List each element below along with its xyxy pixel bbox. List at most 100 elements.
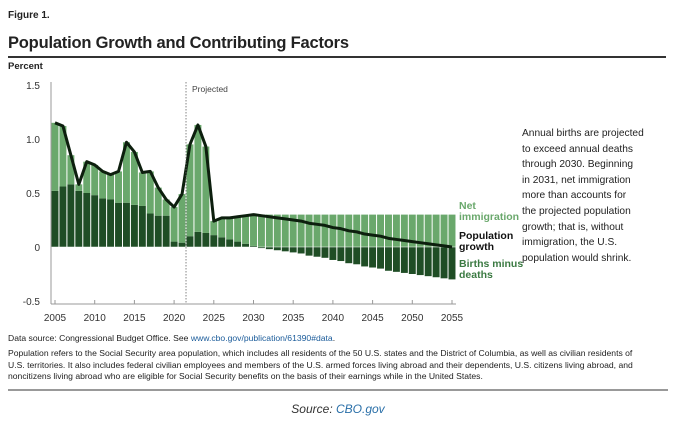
x-tick-label: 2040 bbox=[322, 313, 345, 324]
footnote: Population refers to the Social Security… bbox=[8, 348, 633, 381]
bar-net-immigration bbox=[115, 171, 122, 203]
bar-births-minus-deaths bbox=[321, 247, 329, 258]
bar-net-immigration bbox=[178, 194, 186, 243]
bar-net-immigration bbox=[210, 221, 218, 236]
bar-net-immigration bbox=[289, 214, 297, 247]
bar-births-minus-deaths bbox=[138, 205, 146, 247]
bar-births-minus-deaths bbox=[313, 247, 321, 257]
projected-label: Projected bbox=[192, 84, 228, 94]
bar-births-minus-deaths bbox=[337, 247, 345, 262]
annotation-line: in 2031, net immigration bbox=[522, 174, 631, 186]
bar-births-minus-deaths bbox=[234, 241, 242, 247]
annotation-line: to exceed annual deaths bbox=[522, 143, 634, 155]
bar-net-immigration bbox=[162, 199, 170, 216]
bar-net-immigration bbox=[392, 214, 400, 247]
bar-births-minus-deaths bbox=[99, 198, 107, 247]
x-tick-label: 2030 bbox=[242, 313, 265, 324]
bar-net-immigration bbox=[242, 215, 250, 244]
bar-births-minus-deaths bbox=[273, 247, 281, 251]
x-tick-label: 2025 bbox=[203, 313, 226, 324]
bar-births-minus-deaths bbox=[289, 247, 297, 253]
bar-births-minus-deaths bbox=[115, 202, 122, 247]
bar-net-immigration bbox=[305, 214, 313, 247]
bar-net-immigration bbox=[59, 126, 67, 187]
bar-births-minus-deaths bbox=[146, 213, 154, 247]
annotation-line: population would shrink. bbox=[522, 252, 632, 264]
x-tick-label: 2035 bbox=[282, 313, 305, 324]
bar-net-immigration bbox=[170, 207, 178, 242]
annotation-line: immigration, the U.S. bbox=[522, 237, 618, 249]
bar-net-immigration bbox=[408, 214, 416, 247]
legend-net-immigration: Net immigration bbox=[459, 200, 520, 223]
bar-net-immigration bbox=[122, 142, 130, 203]
bar-births-minus-deaths bbox=[130, 204, 138, 247]
bar-births-minus-deaths bbox=[194, 231, 202, 247]
bar-net-immigration bbox=[329, 214, 337, 247]
bar-net-immigration bbox=[250, 214, 257, 246]
bar-births-minus-deaths bbox=[400, 247, 408, 273]
bar-births-minus-deaths bbox=[218, 237, 226, 247]
bar-births-minus-deaths bbox=[297, 247, 305, 254]
bar-births-minus-deaths bbox=[377, 247, 385, 269]
x-tick-label: 2015 bbox=[123, 313, 146, 324]
data-source-suffix: . bbox=[332, 333, 336, 343]
bar-births-minus-deaths bbox=[210, 235, 218, 247]
data-source-link[interactable]: www.cbo.gov/publication/61390#data bbox=[190, 333, 333, 343]
bar-net-immigration bbox=[67, 155, 75, 185]
bar-net-immigration bbox=[226, 217, 234, 240]
bar-births-minus-deaths bbox=[59, 186, 67, 247]
x-tick-label: 2055 bbox=[441, 313, 464, 324]
footer-divider bbox=[8, 389, 668, 391]
credit-text: Source: bbox=[291, 402, 336, 416]
bar-net-immigration bbox=[107, 174, 115, 200]
bar-births-minus-deaths bbox=[440, 247, 448, 279]
bar-net-immigration bbox=[377, 214, 385, 247]
bar-births-minus-deaths bbox=[91, 195, 99, 247]
bar-births-minus-deaths bbox=[305, 247, 313, 256]
bar-net-immigration bbox=[202, 146, 210, 233]
line-population-growth bbox=[54, 121, 453, 249]
bar-births-minus-deaths bbox=[154, 215, 162, 247]
annotation-line: the projected population bbox=[522, 205, 631, 217]
bar-net-immigration bbox=[440, 214, 448, 247]
bar-births-minus-deaths bbox=[408, 247, 416, 274]
legend-population-growth: Population growth bbox=[459, 230, 514, 253]
bar-births-minus-deaths bbox=[329, 247, 337, 260]
bar-net-immigration bbox=[51, 122, 59, 191]
bar-births-minus-deaths bbox=[432, 247, 440, 278]
annotation-line: Annual births are projected bbox=[522, 128, 644, 139]
bar-births-minus-deaths bbox=[51, 190, 59, 247]
bar-net-immigration bbox=[361, 214, 369, 247]
annotation: Annual births are projected to exceed an… bbox=[522, 126, 644, 266]
bar-net-immigration bbox=[75, 184, 83, 191]
bar-net-immigration bbox=[138, 172, 146, 206]
x-tick-label: 2050 bbox=[401, 313, 424, 324]
bar-net-immigration bbox=[234, 216, 242, 242]
bar-net-immigration bbox=[321, 214, 329, 247]
y-tick-label: 0.5 bbox=[26, 189, 40, 200]
bar-births-minus-deaths bbox=[369, 247, 377, 268]
bar-net-immigration bbox=[281, 214, 289, 247]
legend-births-minus-deaths: Births minus deaths bbox=[459, 258, 524, 281]
bar-births-minus-deaths bbox=[385, 247, 392, 271]
bar-net-immigration bbox=[91, 164, 99, 196]
bar-net-immigration bbox=[186, 144, 194, 237]
bar-net-immigration bbox=[218, 217, 226, 238]
bar-births-minus-deaths bbox=[162, 215, 170, 247]
bar-net-immigration bbox=[130, 151, 138, 205]
bar-births-minus-deaths bbox=[448, 247, 456, 280]
bar-net-immigration bbox=[257, 214, 265, 247]
bar-net-immigration bbox=[385, 214, 392, 247]
credit-link[interactable]: CBO.gov bbox=[336, 402, 385, 416]
annotation-line: more than accounts for bbox=[522, 190, 627, 202]
annotation-line: growth; that is, without bbox=[522, 221, 624, 233]
bar-net-immigration bbox=[448, 214, 456, 247]
x-tick-label: 2020 bbox=[163, 313, 186, 324]
title-divider bbox=[8, 56, 666, 58]
bar-net-immigration bbox=[297, 214, 305, 247]
bar-births-minus-deaths bbox=[75, 190, 83, 247]
bar-births-minus-deaths bbox=[226, 239, 234, 247]
bar-births-minus-deaths bbox=[345, 247, 353, 264]
bar-births-minus-deaths bbox=[178, 242, 186, 247]
